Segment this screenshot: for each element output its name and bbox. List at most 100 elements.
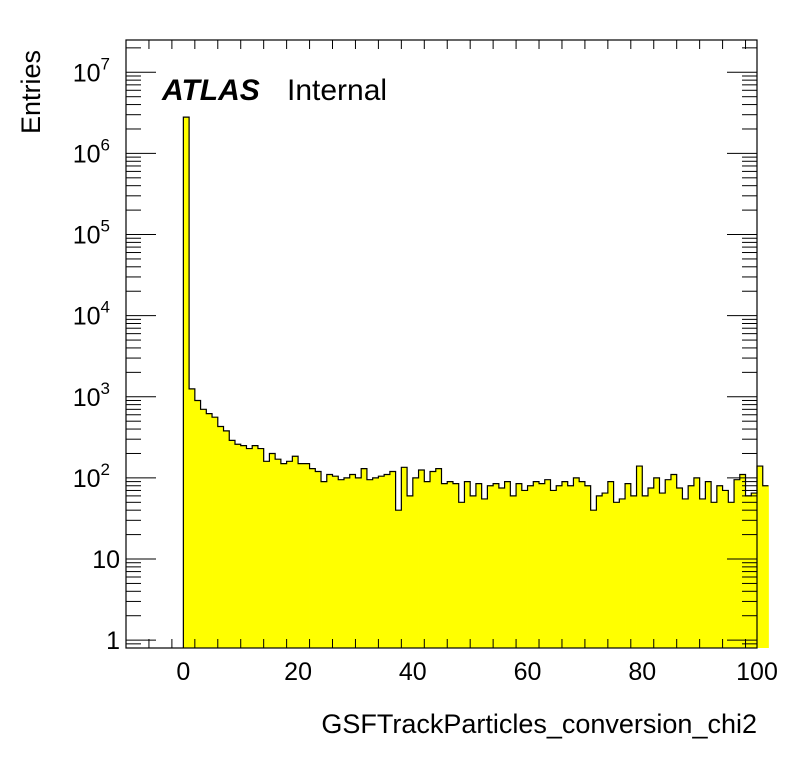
histogram-bar [728,502,735,648]
histogram-bar [435,468,442,648]
histogram-bar [504,481,511,648]
histogram-bar [212,417,219,648]
axis-ticks [125,40,757,649]
histogram-bar [579,481,586,648]
histogram-bar [412,477,419,648]
histogram-bar [194,400,201,648]
histogram-bar [544,479,551,648]
y-tick-label: 104 [73,298,110,331]
x-tick-label: 80 [628,658,656,686]
histogram-bar [527,485,534,648]
histogram-step-line [182,116,769,648]
histogram-bar [711,502,718,648]
histogram-bar [716,485,723,648]
histogram-bar [217,426,224,648]
histogram-bar [280,463,288,648]
y-tick-label: 106 [73,135,110,168]
histogram-bar [481,498,488,648]
histogram-bar [561,481,569,648]
histogram-bar [458,502,465,648]
histogram-bar [734,479,741,648]
histogram-bar [648,488,655,648]
histogram-bar [183,117,190,648]
histogram-bar [653,477,660,648]
histogram-bar [590,510,597,648]
x-tick-label: 60 [514,658,542,686]
histogram-bar [206,413,213,648]
histogram-bar [452,483,460,648]
histogram-bar [665,479,672,648]
histogram-bar [407,495,414,648]
histogram-bar [573,477,580,648]
histogram-bar [682,498,689,648]
plot-frame [125,39,758,649]
histogram-bar [762,485,769,648]
y-tick-label: 102 [73,460,110,493]
histogram-bar [757,466,764,648]
histogram-bar [338,479,345,648]
histogram-bar [355,477,362,648]
histogram-bar [693,477,701,648]
histogram-bar [493,483,500,648]
histogram-bar [516,483,523,648]
histogram-bar [303,463,310,648]
histogram-bar [596,495,603,648]
histogram-bar [361,468,368,648]
histogram-bar [510,495,517,648]
histogram-bar [257,448,265,648]
histogram-bar [189,388,196,648]
histogram-bar [384,474,391,648]
histogram-bar [292,456,299,648]
histogram-bar [343,477,351,648]
y-tick-label: 1 [106,627,120,655]
x-tick-label: 40 [399,658,427,686]
histogram-bar [470,495,477,648]
histogram-bar [487,485,494,648]
histogram-bar [240,445,247,648]
histogram-bar [567,485,574,648]
histogram-bar [613,502,620,648]
histogram-bar [223,430,230,648]
histogram-bar [326,474,333,648]
x-tick-label: 0 [176,658,190,686]
histogram-bar [670,474,678,648]
histogram-bar [332,476,339,648]
histogram-bar [636,466,643,648]
x-tick-label: 100 [736,658,778,686]
histogram-bar [539,483,546,648]
histogram-bar [659,493,666,648]
histogram-bar [584,485,592,648]
y-tick-labels: 1 10 102 103 104 105 106 107 [73,54,120,655]
histogram-bar [705,481,712,648]
histogram-outline [182,116,769,648]
histogram-bar [498,488,505,648]
histogram-bar [475,483,483,648]
y-tick-label: 107 [73,54,110,87]
histogram-bar [378,476,385,648]
histogram-bar [739,474,746,648]
histogram-bar [464,481,471,648]
histogram-bar [389,471,397,648]
histogram-bar [751,493,758,648]
histogram-bar [315,471,322,648]
y-tick-label: 103 [73,379,110,412]
histogram-bar [630,495,637,648]
y-tick-label: 105 [73,217,110,250]
histogram-bar [619,498,626,648]
histogram-bar [246,448,253,648]
histogram-bar [229,440,236,648]
histogram-bar [263,461,270,648]
histogram-bar [642,495,649,648]
histogram-bar [607,481,614,648]
histogram-bar [533,481,540,648]
histogram-bar [441,483,448,648]
x-tick-label: 20 [284,658,312,686]
histogram-bar [521,490,528,648]
histogram-bar [372,477,379,648]
x-tick-labels: 0 20 40 60 80 100 [176,658,777,686]
histogram-bar [269,453,276,648]
histogram-bar [309,468,316,648]
histogram-bar [676,488,683,648]
histogram-bar [275,459,282,648]
